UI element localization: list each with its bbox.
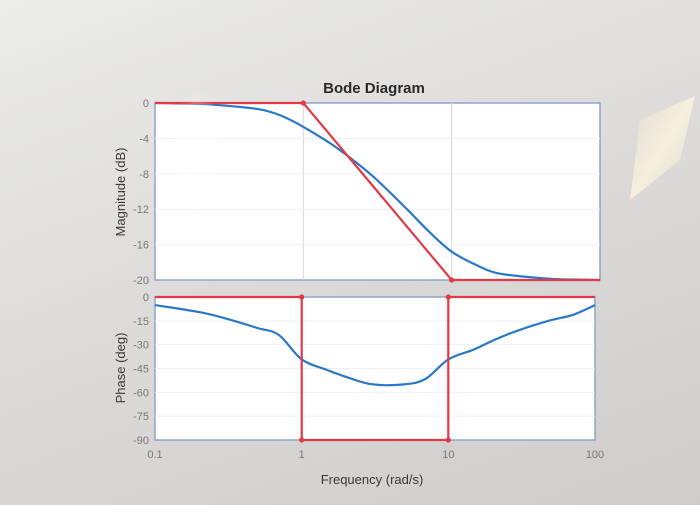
phase-x-ticks: 0.1 1 10 100 xyxy=(147,449,604,461)
phase-y-tick-label: -75 xyxy=(133,411,149,423)
phase-y-tick-label: -90 xyxy=(133,435,149,447)
magnitude-y-tick-label: -12 xyxy=(133,204,149,216)
screen-glare-right xyxy=(630,96,695,200)
phase-y-tick-label: 0 xyxy=(143,292,149,304)
phase-y-tick-label: -45 xyxy=(133,364,149,376)
phase-asymptote-point xyxy=(445,294,451,300)
x-tick-label: 0.1 xyxy=(147,449,162,461)
magnitude-panel: 0 -4 -8 -12 -16 -20 Magnitude (dB) xyxy=(113,98,601,287)
x-tick-label: 1 xyxy=(299,449,305,461)
magnitude-asymptote-line xyxy=(155,101,600,282)
magnitude-exact-line xyxy=(154,101,601,282)
phase-asymptote-point xyxy=(445,437,451,443)
magnitude-y-tick-label: 0 xyxy=(143,98,149,110)
magnitude-y-tick-label: -16 xyxy=(133,240,149,252)
phase-asymptote-line xyxy=(155,295,595,442)
phase-series xyxy=(154,294,596,443)
magnitude-asymptote-point xyxy=(449,277,455,283)
phase-axis-label: Phase (deg) xyxy=(113,333,128,404)
screen-glare-left xyxy=(172,88,224,212)
phase-asymptote-point xyxy=(299,437,305,443)
phase-y-tick-label: -60 xyxy=(133,387,149,399)
phase-y-tick-label: -30 xyxy=(133,340,149,352)
phase-y-tick-label: -15 xyxy=(133,316,149,328)
magnitude-grid xyxy=(155,103,600,280)
phase-asymptote-point xyxy=(299,294,305,300)
chart-title: Bode Diagram xyxy=(323,80,425,97)
magnitude-series xyxy=(154,100,601,283)
frequency-axis-label: Frequency (rad/s) xyxy=(321,472,424,487)
magnitude-y-ticks: 0 -4 -8 -12 -16 -20 xyxy=(133,98,149,287)
magnitude-y-tick-label: -4 xyxy=(139,133,149,145)
phase-panel: 0 -15 -30 -45 -60 -75 -90 0.1 1 10 100 Phase (deg… xyxy=(113,292,604,487)
x-tick-label: 100 xyxy=(586,449,604,461)
magnitude-y-tick-label: -8 xyxy=(139,169,149,181)
magnitude-axis-label: Magnitude (dB) xyxy=(113,148,128,237)
x-tick-label: 10 xyxy=(442,449,454,461)
magnitude-y-tick-label: -20 xyxy=(133,275,149,287)
phase-exact-line xyxy=(154,304,596,387)
magnitude-asymptote-point xyxy=(300,100,306,106)
phase-y-ticks: 0 -15 -30 -45 -60 -75 -90 xyxy=(133,292,149,447)
